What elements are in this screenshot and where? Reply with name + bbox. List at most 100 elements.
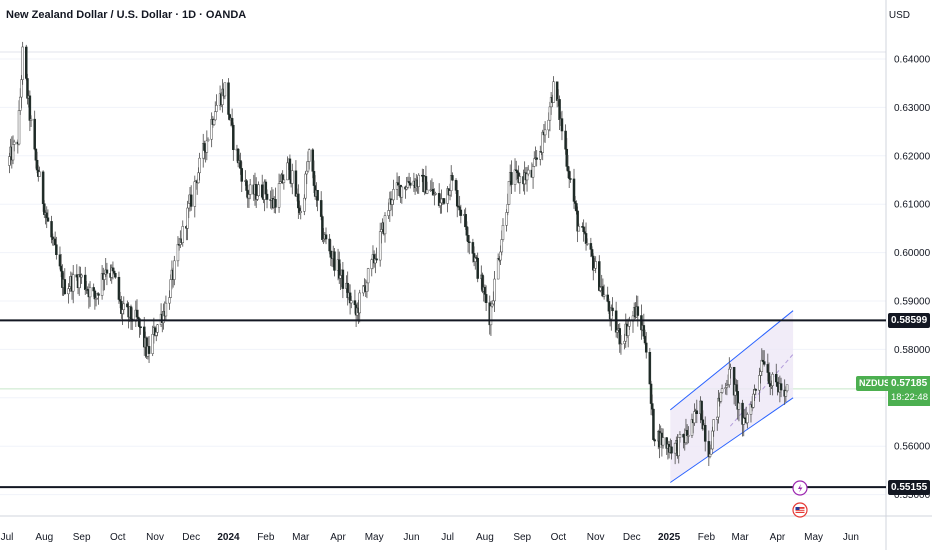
candle-body [500, 239, 504, 253]
candle-body [333, 251, 336, 271]
candle-body [476, 257, 479, 279]
candle-body [779, 383, 783, 391]
candle-body [176, 244, 180, 262]
time-tick-label: Jun [843, 532, 859, 543]
candle-body [383, 215, 387, 235]
candle-body [375, 258, 378, 261]
candle-body [425, 189, 429, 194]
candle-body [80, 274, 83, 278]
candle-body [297, 193, 300, 209]
candle-body [771, 373, 774, 386]
candle-body [685, 430, 689, 436]
candle-body [484, 294, 488, 303]
candle-body [501, 225, 505, 240]
candle-body [29, 118, 33, 121]
candle-body [11, 144, 15, 161]
horizontal-levels[interactable] [0, 319, 886, 489]
candle-body [644, 342, 648, 353]
candle-body [618, 328, 621, 345]
candle-body [28, 95, 32, 121]
candle-body [350, 300, 353, 304]
channel-median-line[interactable] [729, 353, 794, 427]
candle-body [186, 207, 189, 229]
candle-body [598, 261, 601, 291]
resistance-price-tag: 0.58599 [888, 312, 930, 328]
candle-body [256, 195, 259, 200]
candle-body [560, 118, 564, 132]
support-price-tag: 0.55155 [888, 479, 930, 495]
candle-body [489, 305, 493, 326]
candle-body [8, 156, 11, 166]
candle-body [552, 81, 555, 103]
candle-body [55, 244, 58, 255]
candle-body [533, 158, 536, 167]
time-axis[interactable]: Jul Aug Sep Oct Nov Dec 2024 Feb Mar Apr May Jun Jul… [1, 532, 859, 543]
candle-body [282, 179, 286, 184]
candle-body [18, 96, 22, 111]
bar-countdown: 18:22:48 [891, 392, 928, 403]
candle-body [277, 183, 281, 208]
candle-body [260, 184, 264, 198]
channel-upper-line[interactable] [669, 310, 794, 411]
candle-body [434, 193, 437, 195]
candle-body [58, 254, 62, 267]
candle-body [189, 194, 193, 207]
candle-body [339, 275, 342, 279]
candle-body [766, 364, 770, 373]
candle-body [291, 170, 294, 184]
candle-body [63, 279, 67, 295]
candle-body [111, 267, 115, 272]
candle-body [97, 293, 100, 296]
candle-body [193, 181, 197, 207]
candle-body [465, 226, 469, 236]
candle-body [319, 200, 323, 217]
us-flag-icon[interactable] [792, 502, 808, 518]
candle-body [565, 148, 569, 167]
candle-body [548, 106, 552, 121]
candle-body [711, 430, 714, 450]
candle-body [693, 411, 696, 424]
candle-body [760, 359, 764, 372]
price-tick-label: 0.56000 [894, 442, 931, 453]
candle-body [448, 190, 452, 196]
candle-body [535, 157, 538, 160]
candle-body [716, 416, 719, 420]
candle-body [181, 226, 185, 243]
currency-label[interactable]: USD [888, 10, 910, 21]
price-axis[interactable]: 0.64000 0.63000 0.62000 0.61000 0.60000 0.590… [894, 55, 931, 502]
candle-body [38, 171, 41, 177]
candle-body [312, 171, 316, 186]
candle-body [75, 274, 79, 278]
candle-body [67, 288, 70, 295]
event-icons[interactable] [792, 480, 808, 518]
candle-body [71, 274, 75, 292]
candle-body [720, 388, 724, 393]
candle-body [602, 294, 606, 297]
candle-body [569, 178, 572, 180]
candle-body [636, 306, 640, 316]
candle-body [198, 157, 201, 174]
candle-body [230, 118, 234, 126]
candle-body [719, 392, 723, 402]
candle-body [366, 268, 370, 284]
candle-body [307, 149, 311, 162]
flash-event-icon[interactable] [792, 480, 808, 496]
price-tick-label: 0.59000 [894, 297, 931, 308]
candle-body [499, 251, 502, 261]
candle-body [505, 212, 508, 226]
candle-body [464, 214, 467, 227]
candle-body [735, 384, 738, 392]
candle-body [117, 276, 121, 300]
candle-body [245, 180, 248, 191]
candle-body [518, 176, 522, 183]
candle-body [214, 111, 217, 121]
candle-body [239, 160, 242, 169]
time-tick-label: Aug [476, 532, 494, 543]
ascending-channel[interactable] [669, 310, 794, 483]
time-tick-label: Aug [35, 532, 53, 543]
chart-title: New Zealand Dollar / U.S. Dollar · 1D · … [6, 9, 247, 21]
candle-body [752, 393, 755, 408]
candle-body [223, 82, 227, 97]
channel-lower-line[interactable] [670, 397, 794, 483]
